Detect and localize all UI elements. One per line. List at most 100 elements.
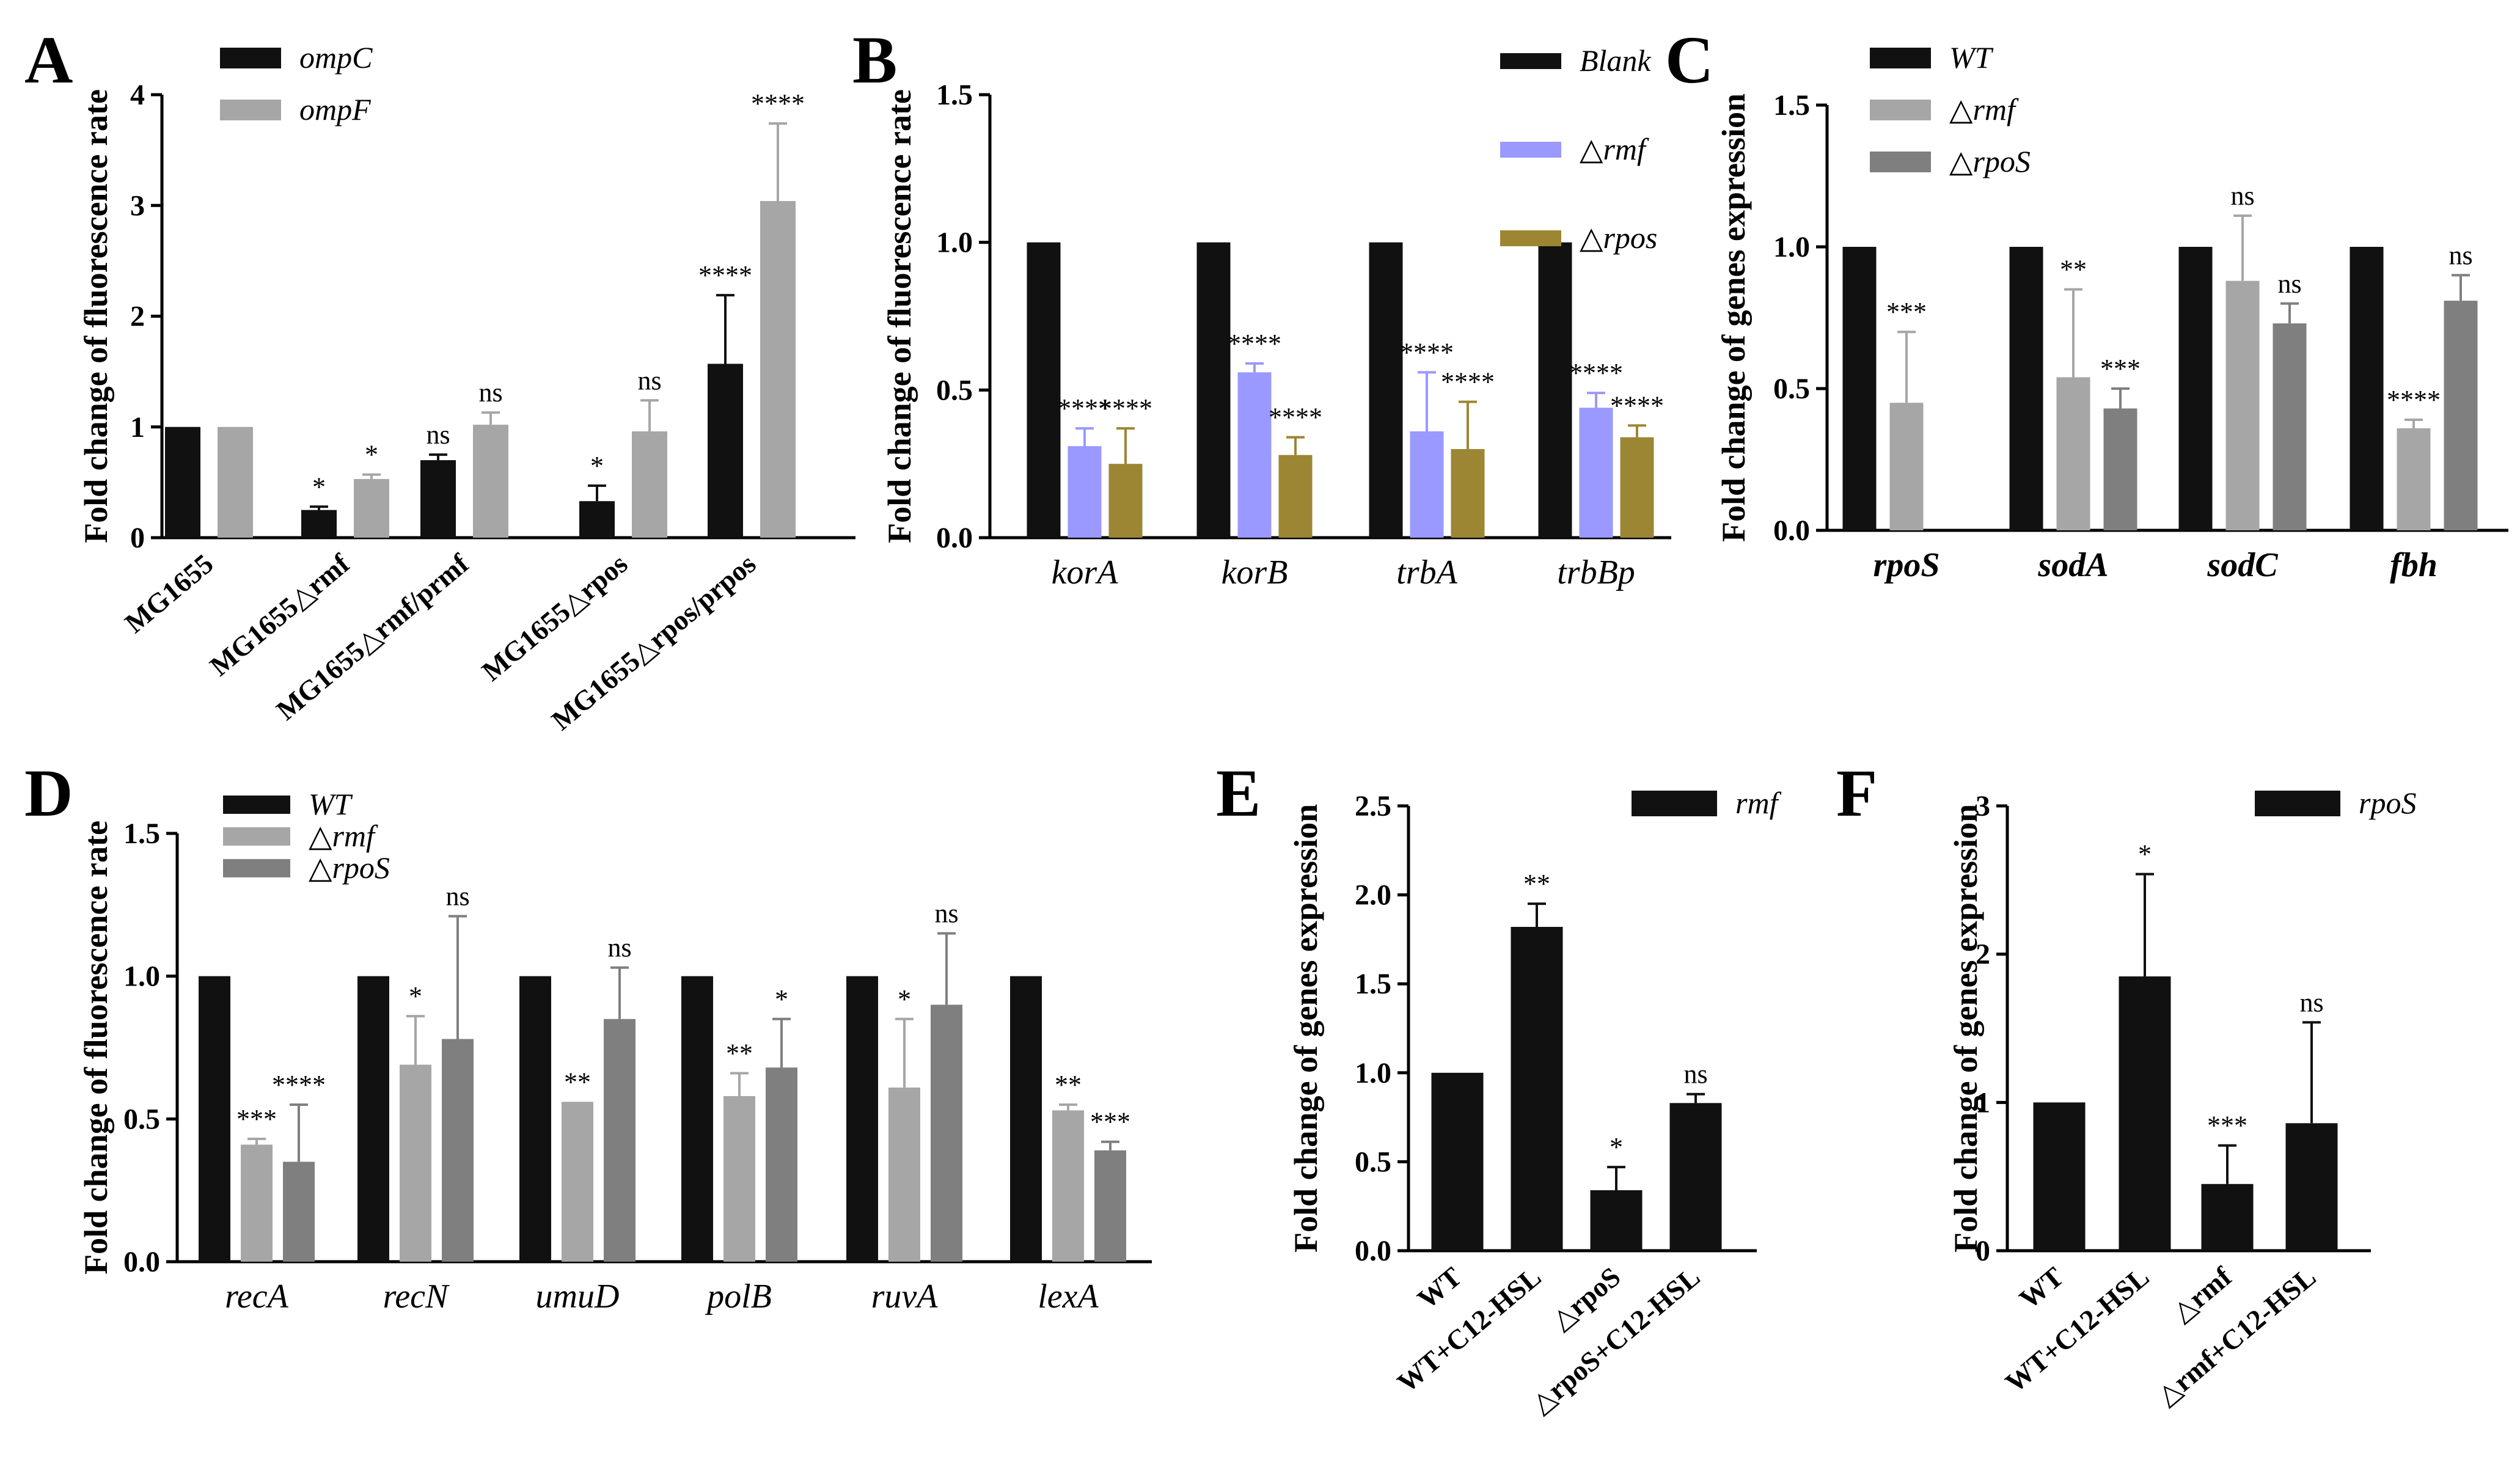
panel-b-bar-2 [1068, 446, 1102, 538]
panel-c-x-tick-label: rpoS [1874, 546, 1940, 584]
panel-a-bar-1 [579, 501, 615, 538]
panel-a-significance: ns [637, 365, 661, 395]
panel-a-significance: * [365, 440, 378, 470]
panel-a-significance: * [312, 472, 326, 502]
panel-c-y-tick-label: 0.5 [1773, 373, 1810, 405]
panel-e-significance: ns [1683, 1059, 1707, 1089]
panel-b-letter: B [852, 23, 897, 97]
panel-d-bar-3 [1094, 1150, 1126, 1262]
panel-b-significance: **** [1228, 329, 1281, 359]
panel-e-y-tick-label: 0.5 [1355, 1146, 1391, 1178]
panel-d-bar-3 [766, 1067, 797, 1262]
panel-a-significance: * [590, 451, 604, 481]
panel-a-bar-2 [354, 478, 389, 538]
panel-c-significance: *** [2100, 354, 2141, 384]
panel-c-letter: C [1665, 23, 1713, 97]
panel-a-significance: **** [751, 89, 805, 119]
panel-b-x-tick-label: trbBp [1557, 554, 1635, 591]
panel-a-y-tick-label: 3 [130, 189, 145, 222]
panel-d-significance: * [898, 984, 911, 1014]
panel-d-bar-2 [241, 1144, 273, 1262]
panel-a-significance: ns [426, 420, 450, 450]
panel-c-bar-1 [2178, 247, 2213, 530]
panel-c-y-label: Fold change of genes expression [1715, 93, 1752, 542]
panel-b-bar-2 [1237, 372, 1272, 538]
panel-e-bar-1 [1669, 1103, 1722, 1251]
panel-d-legend-swatch [223, 796, 290, 814]
panel-d-bar-1 [681, 976, 713, 1262]
panel-f-legend-label: rpoS [2359, 786, 2416, 820]
panel-a-bar-1 [420, 460, 456, 538]
panel-f-bar-1 [2033, 1102, 2086, 1251]
panel-b-significance: **** [1400, 337, 1454, 367]
panel-a-y-tick-label: 0 [130, 522, 145, 554]
panel-c-bar-2 [2225, 280, 2260, 530]
panel-e-y-tick-label: 2.5 [1355, 790, 1391, 822]
panel-c-bar-3 [2444, 301, 2478, 530]
panel-b-legend-label: Blank [1580, 43, 1651, 78]
panel-f-letter: F [1836, 756, 1877, 830]
panel-a-bar-1 [301, 510, 337, 538]
panel-d-bar-2 [723, 1096, 755, 1262]
panel-b-legend-label: △rmf [1580, 132, 1649, 166]
panel-a-bar-2 [473, 425, 508, 538]
panel-e-legend-label: rmf [1735, 786, 1782, 820]
panel-c-bar-1 [1842, 247, 1877, 530]
panel-b-bar-1 [1196, 242, 1231, 538]
panel-a-legend-label: ompC [299, 40, 373, 75]
panel-b-significance: **** [1099, 393, 1152, 423]
panel-b-legend-swatch [1500, 230, 1561, 246]
panel-b-bar-3 [1620, 437, 1654, 538]
panel-c-x-tick-label: sodC [2207, 546, 2278, 584]
panel-d-bar-2 [562, 1102, 593, 1262]
panel-d-x-tick-label: recN [383, 1278, 450, 1315]
panel-d-significance: ns [607, 933, 631, 963]
panel-d-legend-swatch [223, 827, 290, 846]
panel-d-x-tick-label: ruvA [871, 1278, 939, 1315]
panel-c-significance: *** [1886, 297, 1927, 327]
panel-b-bar-1 [1027, 242, 1061, 538]
panel-d-bar-2 [888, 1087, 920, 1262]
panel-d-y-tick-label: 1.0 [123, 960, 160, 993]
panel-e-y-tick-label: 2.0 [1355, 879, 1391, 912]
panel-d-significance: ** [1055, 1070, 1082, 1100]
panel-d-significance: * [775, 984, 788, 1014]
panel-d-y-tick-label: 0.5 [123, 1103, 160, 1135]
panel-b-significance: **** [1269, 403, 1322, 433]
panel-c-bar-2 [1889, 403, 1924, 530]
panel-a-bar-1 [708, 364, 743, 538]
panel-c-legend-swatch [1870, 152, 1931, 172]
panel-c-bar-1 [2350, 247, 2384, 530]
panel-f-bar-1 [2201, 1183, 2254, 1251]
panel-a-letter: A [24, 23, 73, 97]
panel-c-y-tick-label: 0.0 [1773, 514, 1810, 547]
panel-d-significance: **** [272, 1070, 326, 1100]
panel-d-legend-label: △rmf [309, 819, 378, 853]
panel-b-y-label: Fold change of fluorescence rate [881, 89, 918, 543]
panel-d-bar-3 [283, 1162, 315, 1262]
panel-d-significance: ** [564, 1067, 591, 1097]
panel-e-bar-1 [1590, 1190, 1643, 1251]
panel-c-legend-label: △rmf [1949, 92, 2019, 126]
panel-f-y-tick-label: 0 [1976, 1235, 1990, 1267]
panel-b-x-tick-label: korB [1222, 554, 1288, 591]
panel-a-significance: **** [698, 260, 752, 290]
panel-d-bar-1 [1010, 976, 1042, 1262]
panel-b-legend-swatch [1500, 142, 1561, 158]
panel-f-y-tick-label: 3 [1976, 790, 1990, 822]
panel-e-x-tick-label: WT [1412, 1261, 1468, 1315]
panel-a-y-tick-label: 2 [130, 301, 145, 333]
panel-d-x-tick-label: polB [705, 1278, 772, 1315]
panel-d-x-tick-label: lexA [1038, 1278, 1099, 1315]
panel-c-y-tick-label: 1.5 [1773, 89, 1810, 122]
panel-a-bar-2 [632, 431, 667, 538]
panel-a-legend-swatch [220, 48, 281, 68]
panel-c-legend-label: WT [1949, 40, 1994, 75]
panel-d-significance: ns [445, 882, 469, 912]
panel-d-y-tick-label: 0.0 [123, 1246, 160, 1278]
panel-b-significance: **** [1058, 393, 1112, 423]
panel-b-bar-3 [1108, 464, 1143, 538]
panel-f-x-tick-label: WT+C12-HSL [1999, 1261, 2155, 1399]
panel-e-y-tick-label: 1.5 [1355, 968, 1391, 1000]
